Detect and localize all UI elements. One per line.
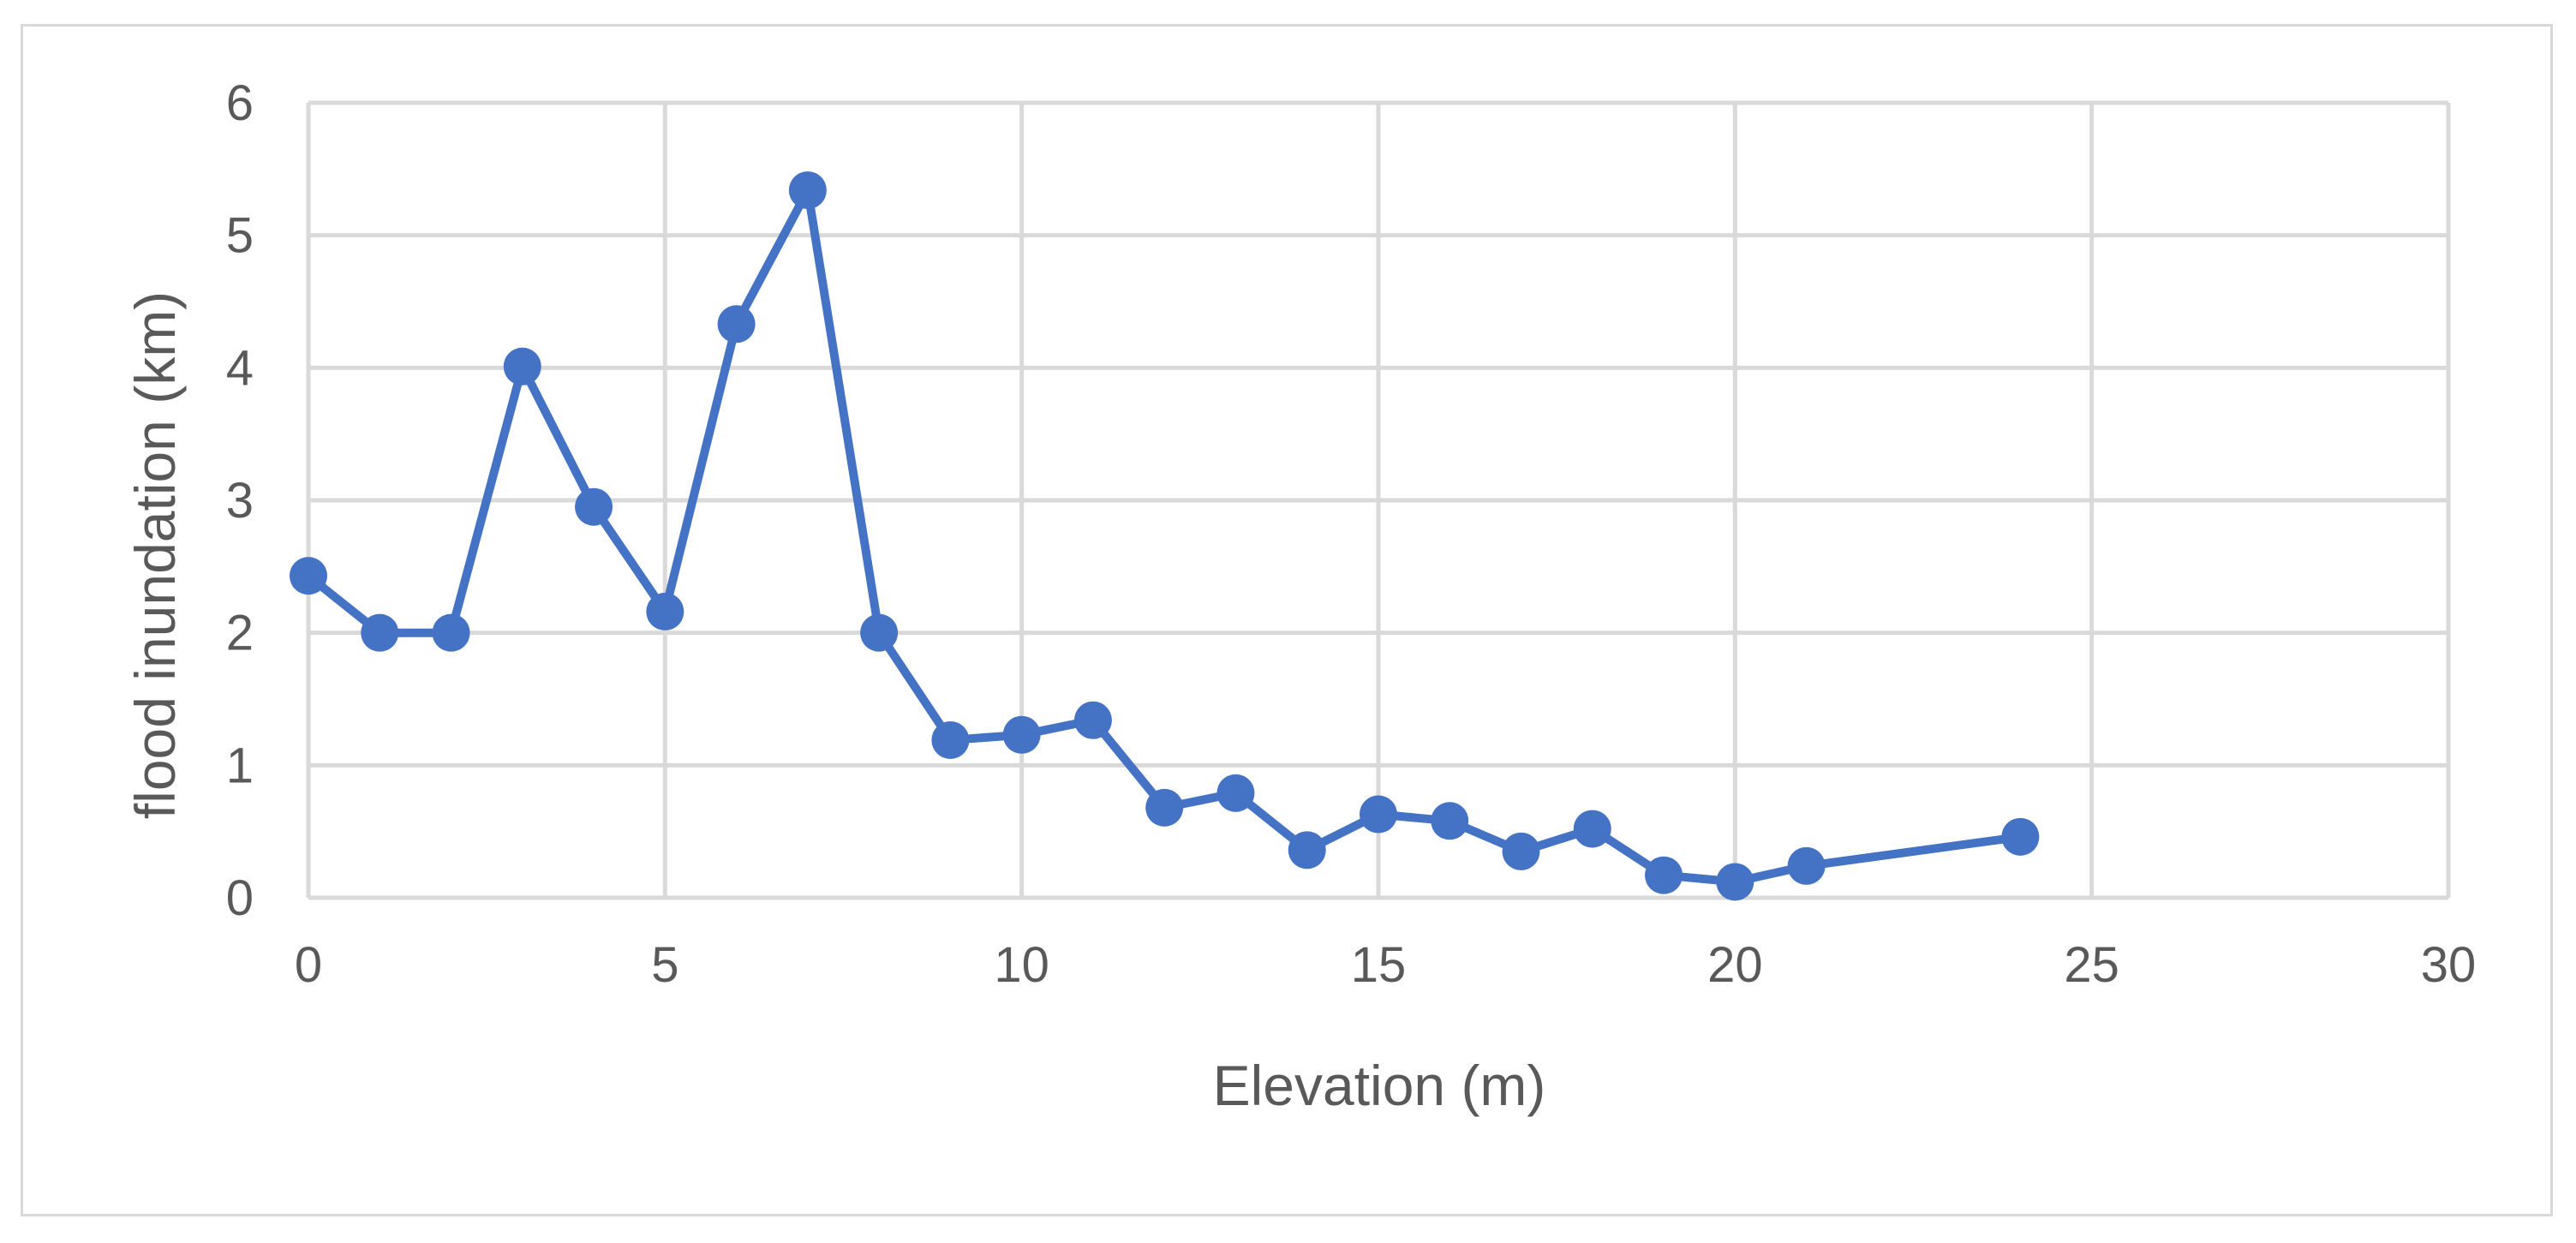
grid-layer [306,100,2451,900]
axis-layer: 0 5 10 15 20 25 30 0 1 2 3 4 5 6 [226,75,2477,993]
x-tick-label: 25 [2064,937,2119,993]
data-point [1216,774,1255,812]
y-tick-label: 2 [226,606,254,661]
y-tick-label: 5 [226,208,254,264]
x-tick-label: 30 [2421,937,2477,993]
data-point [1716,863,1754,901]
data-point [1145,788,1184,827]
x-tick-label: 10 [994,937,1049,993]
data-point [1502,832,1540,870]
data-point [503,347,541,385]
data-point [931,720,970,759]
data-point [1002,715,1041,754]
data-point [1431,802,1469,840]
data-point [361,613,399,652]
y-axis-title: flood inundation (km) [123,291,187,819]
x-axis-title: Elevation (m) [1213,1054,1546,1117]
data-point [575,487,613,526]
y-tick-label: 6 [226,75,254,131]
y-tick-label: 0 [226,870,254,926]
data-point [432,613,470,652]
y-tick-label: 4 [226,340,254,396]
data-point [1787,846,1826,885]
data-point [1645,856,1683,894]
data-point [646,592,684,630]
x-tick-label: 5 [651,937,678,993]
x-tick-label: 15 [1351,937,1407,993]
x-tick-label: 0 [295,937,322,993]
data-point [1073,701,1112,739]
x-tick-label: 20 [1707,937,1763,993]
data-point [1360,795,1397,834]
data-point [1288,831,1326,870]
series-line [305,186,2022,887]
data-point [290,557,327,595]
data-point [1573,810,1611,848]
data-point [788,171,827,210]
y-tick-label: 3 [226,473,254,529]
data-point [860,613,899,652]
y-tick-label: 1 [226,738,254,793]
data-point [717,305,756,344]
data-point [2001,817,2040,856]
series-layer [290,171,2040,901]
